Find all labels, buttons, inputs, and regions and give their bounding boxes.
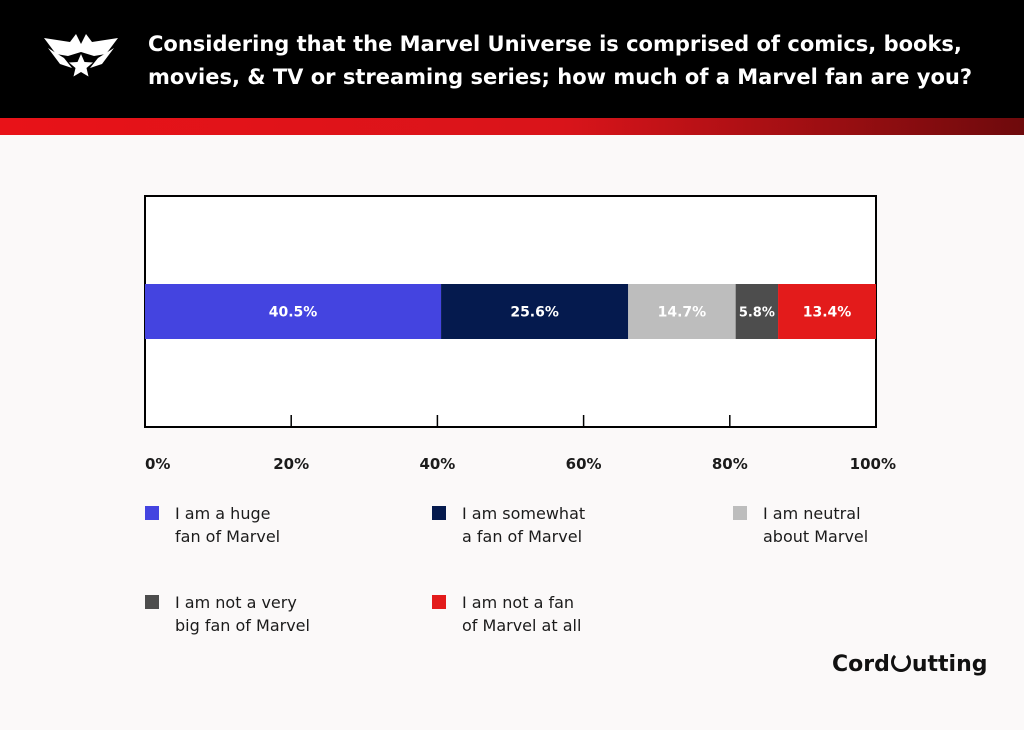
bar-segment-2 [441, 284, 629, 339]
brand-text-2: utting [911, 652, 988, 677]
x-tick-label: 80% [712, 455, 748, 473]
legend-label-line: fan of Marvel [175, 527, 281, 546]
data-label-1: 40.5% [269, 305, 318, 321]
legend-label-line: I am somewhat [462, 504, 586, 523]
bar-segment-3 [628, 284, 736, 339]
legend-label-line: about Marvel [763, 527, 869, 546]
legend-label-line: I am neutral [763, 504, 861, 523]
x-tick-label: 20% [273, 455, 309, 473]
legend-swatch [733, 506, 747, 520]
legend-label: I am a huge fan of Marvel [175, 502, 335, 548]
x-tick-label: 100% [850, 455, 896, 473]
legend-label-line: big fan of Marvel [175, 616, 310, 635]
brand-text-1: Cord [832, 652, 890, 677]
legend-label-line: I am a huge [175, 504, 271, 523]
legend-label: I am somewhat a fan of Marvel [462, 502, 622, 548]
data-label-5: 13.4% [803, 305, 852, 321]
marvel-star-emblem-icon [44, 34, 118, 77]
header-stripe [0, 118, 1024, 135]
bar-segment-5 [778, 284, 876, 339]
x-tick-label: 40% [419, 455, 455, 473]
bar-segment-1 [145, 284, 442, 339]
legend-swatch [432, 595, 446, 609]
legend-swatch [145, 506, 159, 520]
chart-title: Considering that the Marvel Universe is … [148, 32, 973, 89]
header-bar: Considering that the Marvel Universe is … [0, 0, 1024, 118]
legend-label-line: a fan of Marvel [462, 527, 583, 546]
data-label-3: 14.7% [658, 305, 707, 321]
legend-swatch [432, 506, 446, 520]
legend-label: I am not a fan of Marvel at all [462, 591, 622, 637]
legend-label: I am not a very big fan of Marvel [175, 591, 335, 637]
legend-swatch [145, 595, 159, 609]
legend-label-line: I am not a fan [462, 593, 575, 612]
data-label-2: 25.6% [510, 305, 559, 321]
legend-label-line: I am not a very [175, 593, 297, 612]
x-tick-label: 60% [566, 455, 602, 473]
cordcutting-logo: Cord utting [832, 652, 988, 677]
legend-label: I am neutral about Marvel [763, 502, 923, 548]
bar-segment-4 [735, 284, 779, 339]
data-label-4: 5.8% [739, 306, 775, 321]
x-tick-label: 0% [145, 455, 170, 473]
legend-label-line: of Marvel at all [462, 616, 582, 635]
brand-c-icon [890, 652, 911, 672]
